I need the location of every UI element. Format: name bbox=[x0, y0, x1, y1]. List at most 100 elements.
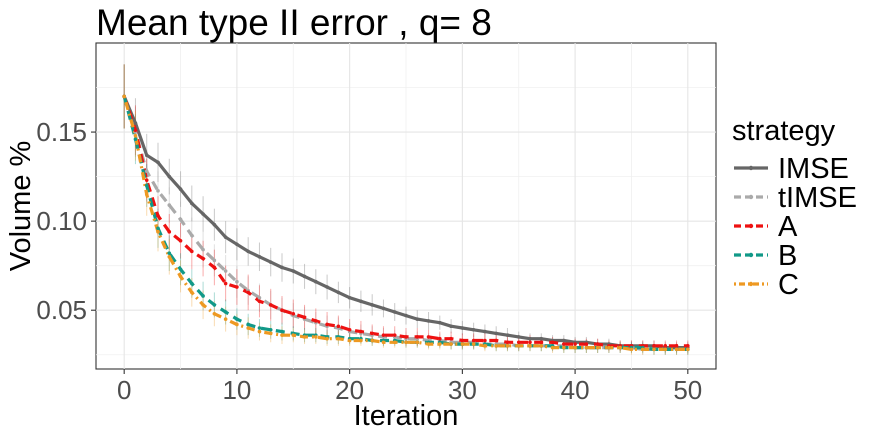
data-point-IMSE bbox=[471, 328, 476, 332]
data-point-C bbox=[167, 254, 172, 259]
data-point-C bbox=[190, 290, 194, 295]
data-point-A bbox=[595, 342, 600, 346]
data-point-B bbox=[246, 322, 250, 327]
data-point-C bbox=[483, 344, 487, 348]
x-tick-label: 50 bbox=[673, 375, 702, 405]
data-point-A bbox=[528, 340, 532, 345]
data-point-C bbox=[291, 333, 296, 337]
data-point-C bbox=[471, 342, 476, 346]
data-point-C bbox=[144, 192, 149, 197]
chart-title: Mean type II error , q= 8 bbox=[96, 2, 492, 43]
data-point-C bbox=[573, 345, 577, 350]
data-point-C bbox=[584, 345, 589, 350]
data-point-C bbox=[562, 345, 566, 350]
data-point-A bbox=[438, 336, 442, 341]
data-point-IMSE bbox=[449, 324, 453, 329]
data-point-B bbox=[223, 310, 228, 314]
legend-key-point-tIMSE bbox=[748, 194, 754, 200]
data-point-C bbox=[201, 303, 205, 307]
data-point-A bbox=[550, 340, 555, 345]
x-axis: 0 10 20 30 40 50 bbox=[117, 369, 702, 405]
data-point-IMSE bbox=[156, 160, 160, 165]
data-point-C bbox=[449, 342, 453, 346]
data-point-IMSE bbox=[302, 274, 307, 279]
data-point-tIMSE bbox=[212, 258, 217, 263]
data-point-C bbox=[336, 336, 341, 341]
data-point-C bbox=[607, 345, 611, 350]
data-point-A bbox=[471, 338, 476, 343]
data-point-C bbox=[156, 230, 160, 234]
data-point-IMSE bbox=[347, 295, 352, 300]
data-point-C bbox=[618, 345, 622, 350]
data-point-IMSE bbox=[190, 201, 194, 206]
data-point-A bbox=[190, 249, 194, 254]
x-axis-label: Iteration bbox=[354, 400, 459, 432]
data-point-A bbox=[347, 328, 352, 332]
data-point-A bbox=[686, 344, 690, 348]
data-point-tIMSE bbox=[167, 203, 172, 207]
data-point-B bbox=[268, 328, 273, 332]
data-point-tIMSE bbox=[201, 247, 205, 252]
data-point-C bbox=[392, 340, 397, 345]
data-point-tIMSE bbox=[156, 189, 160, 193]
data-point-B bbox=[190, 281, 194, 286]
data-point-A bbox=[483, 338, 487, 343]
data-point-B bbox=[178, 267, 183, 272]
data-point-IMSE bbox=[178, 187, 183, 191]
data-point-C bbox=[595, 345, 600, 350]
data-point-C bbox=[663, 347, 668, 352]
legend-label-B: B bbox=[778, 240, 797, 272]
data-point-IMSE bbox=[291, 269, 296, 273]
data-point-IMSE bbox=[133, 121, 138, 125]
legend-key-point-C bbox=[748, 281, 754, 287]
data-point-C bbox=[640, 347, 645, 352]
data-point-IMSE bbox=[257, 254, 262, 259]
data-point-C bbox=[550, 345, 555, 350]
data-point-A bbox=[573, 342, 577, 346]
x-tick-label: 0 bbox=[117, 375, 131, 405]
data-point-IMSE bbox=[415, 317, 420, 321]
data-point-A bbox=[663, 344, 668, 348]
data-point-IMSE bbox=[494, 331, 498, 336]
data-point-A bbox=[325, 322, 329, 327]
data-point-A bbox=[539, 340, 544, 345]
data-point-A bbox=[449, 336, 453, 341]
data-point-A bbox=[133, 128, 138, 133]
data-point-IMSE bbox=[370, 303, 374, 307]
x-tick-label: 40 bbox=[561, 375, 590, 405]
y-tick-label: 0.10 bbox=[36, 206, 87, 236]
x-tick-label: 20 bbox=[335, 375, 364, 405]
data-point-C bbox=[516, 344, 521, 348]
data-point-IMSE bbox=[404, 313, 408, 318]
data-point-tIMSE bbox=[144, 169, 149, 174]
data-point-A bbox=[392, 333, 397, 337]
data-point-A bbox=[426, 335, 431, 339]
data-point-A bbox=[584, 342, 589, 346]
data-point-A bbox=[674, 344, 679, 348]
data-point-A bbox=[652, 344, 656, 348]
data-point-IMSE bbox=[562, 338, 566, 343]
data-point-A bbox=[562, 342, 566, 346]
data-point-B bbox=[280, 329, 284, 334]
data-point-A bbox=[246, 290, 250, 295]
data-point-IMSE bbox=[381, 306, 386, 311]
legend-title: strategy bbox=[732, 115, 836, 147]
legend-key-point-B bbox=[748, 252, 754, 258]
data-point-A bbox=[201, 256, 205, 261]
data-point-C bbox=[686, 347, 690, 352]
data-point-C bbox=[246, 326, 250, 330]
data-point-B bbox=[201, 294, 205, 298]
series-points bbox=[122, 94, 690, 352]
data-point-C bbox=[426, 342, 431, 346]
data-point-tIMSE bbox=[178, 217, 183, 222]
x-tick-label: 30 bbox=[448, 375, 477, 405]
y-tick-label: 0.15 bbox=[36, 117, 87, 147]
data-point-C bbox=[302, 335, 307, 339]
data-point-C bbox=[133, 133, 138, 138]
data-point-A bbox=[404, 335, 408, 339]
data-point-C bbox=[370, 338, 374, 343]
data-point-A bbox=[505, 340, 510, 345]
data-point-A bbox=[516, 340, 521, 345]
data-point-A bbox=[223, 281, 228, 286]
